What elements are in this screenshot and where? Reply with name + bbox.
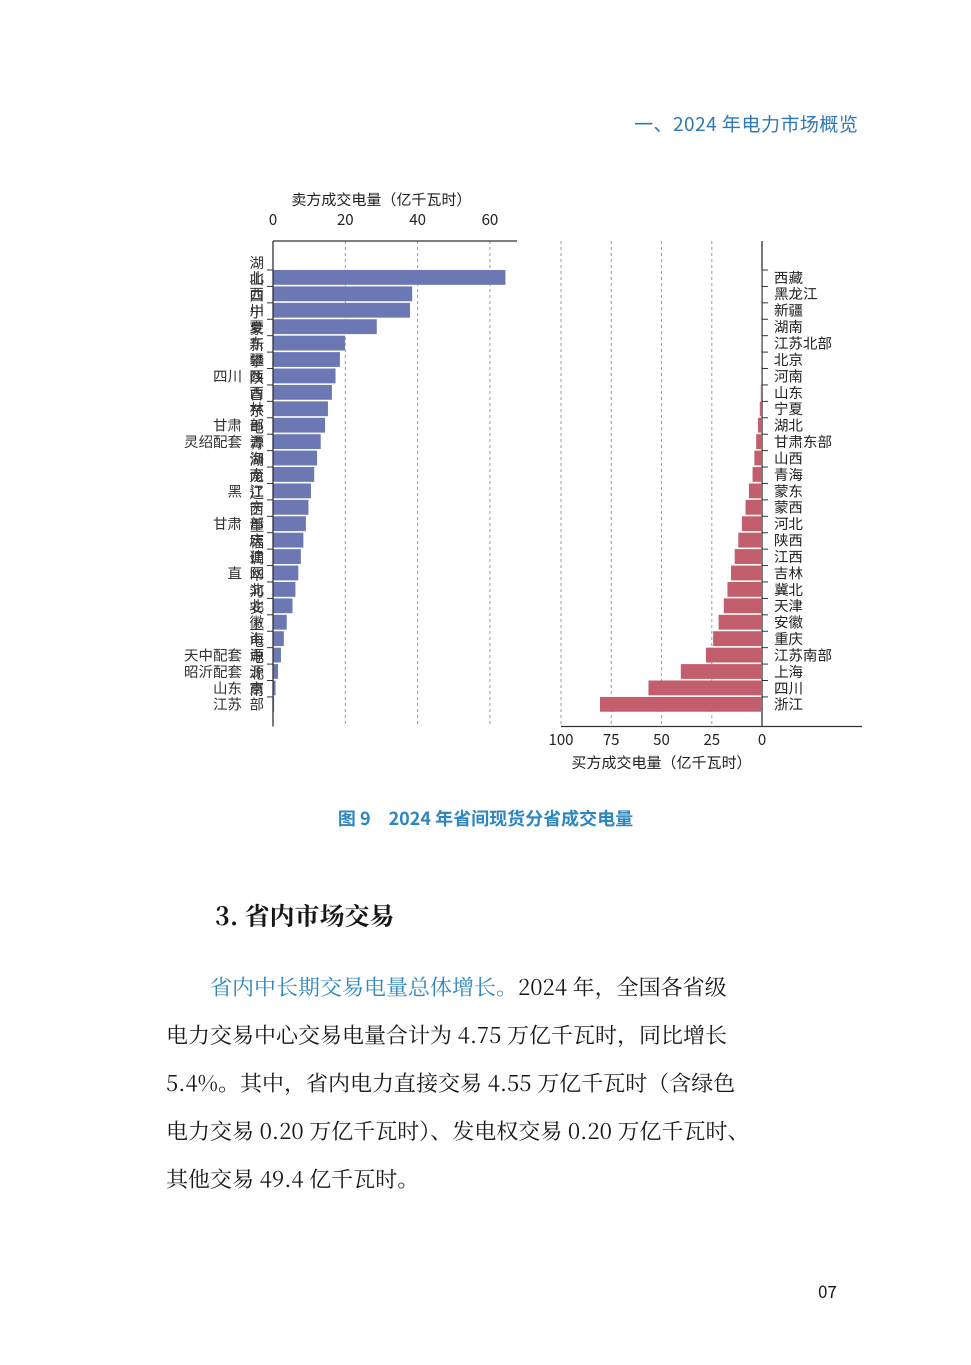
svg-text:江苏: 江苏: [213, 694, 242, 715]
svg-text:甘肃: 甘肃: [213, 513, 242, 534]
svg-text:直: 直: [228, 562, 243, 583]
svg-text:四川: 四川: [213, 365, 242, 386]
svg-text:60: 60: [482, 209, 499, 230]
svg-text:0: 0: [758, 729, 766, 750]
svg-text:75: 75: [603, 729, 620, 750]
svg-text:40: 40: [409, 209, 426, 230]
svg-text:100: 100: [549, 729, 574, 750]
svg-text:20: 20: [337, 209, 354, 230]
svg-text:浙江: 浙江: [774, 694, 803, 715]
svg-text:50: 50: [653, 729, 670, 750]
svg-text:买方成交电量（亿千瓦时）: 买方成交电量（亿千瓦时）: [571, 752, 751, 773]
svg-text:部: 部: [250, 694, 265, 715]
svg-text:卖方成交电量（亿千瓦时）: 卖方成交电量（亿千瓦时）: [291, 189, 471, 210]
svg-text:0: 0: [269, 209, 277, 230]
svg-text:灵绍配套: 灵绍配套: [184, 431, 242, 452]
svg-text:25: 25: [703, 729, 720, 750]
svg-text:黑: 黑: [228, 480, 243, 501]
